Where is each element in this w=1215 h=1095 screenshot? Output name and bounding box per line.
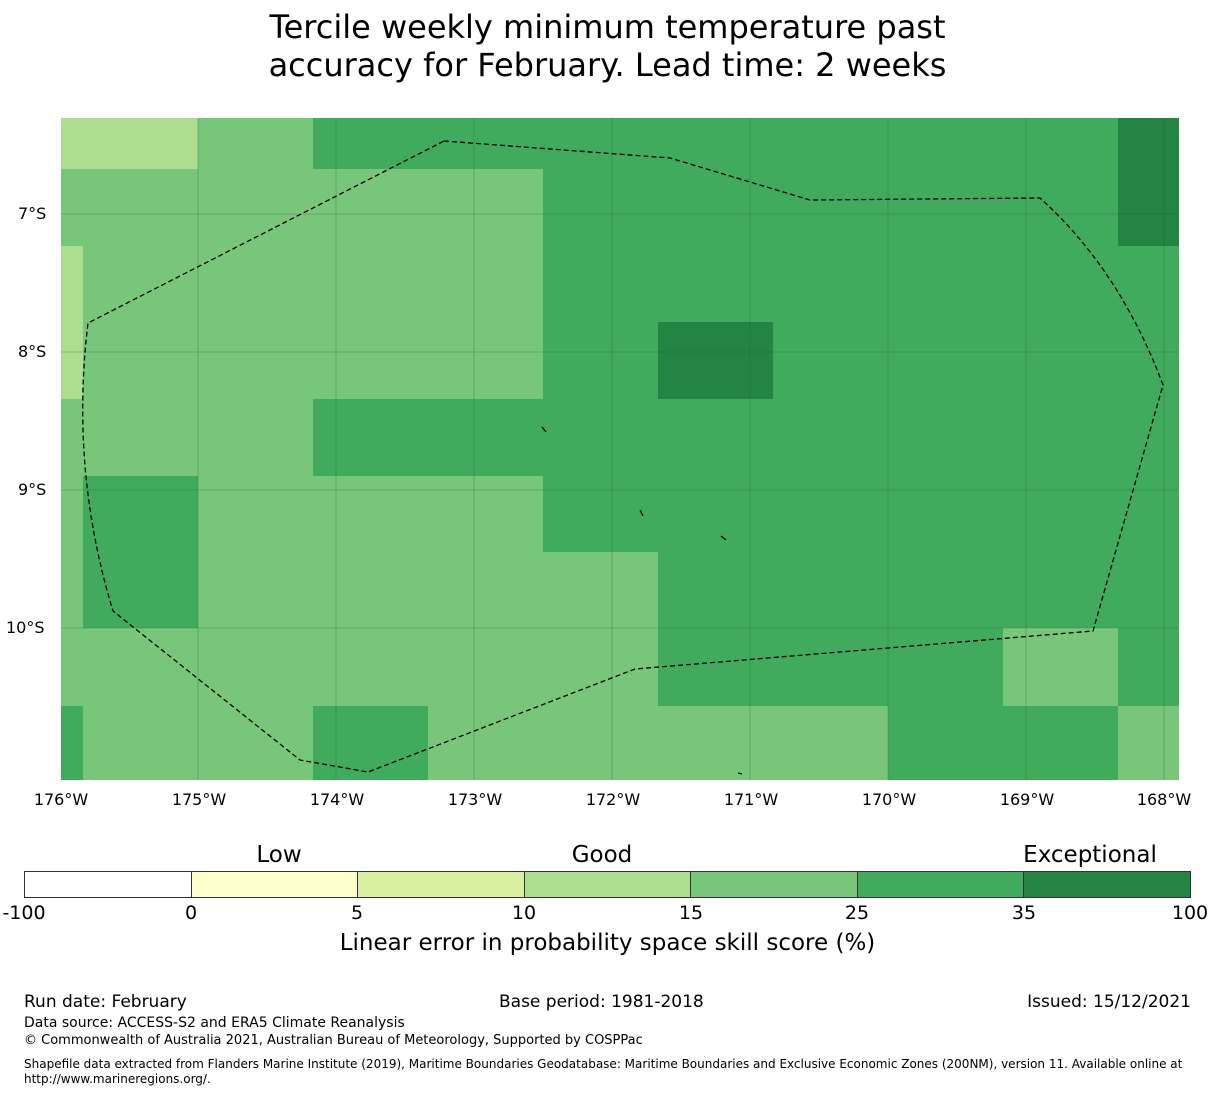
- colorbar-tick: 25: [844, 902, 870, 924]
- grid-cell: [543, 169, 1179, 552]
- lat-label: 8°S: [18, 342, 47, 361]
- category-low-label: Low: [256, 842, 302, 868]
- colorbar-segment: [191, 872, 359, 897]
- lon-label: 175°W: [171, 790, 227, 809]
- issued-date: Issued: 15/12/2021: [1027, 992, 1191, 1012]
- colorbar-tick: 15: [678, 902, 704, 924]
- category-good-label: Good: [571, 842, 633, 868]
- lon-label: 171°W: [723, 790, 779, 809]
- lat-label: 7°S: [18, 204, 47, 223]
- island-atafu: [541, 426, 547, 433]
- grid-cell: [61, 706, 83, 780]
- title-line-1: Tercile weekly minimum temperature past: [269, 8, 946, 46]
- colorbar-tick: 5: [350, 902, 364, 924]
- lat-label: 9°S: [18, 480, 47, 499]
- grid-cell: [313, 706, 428, 780]
- islands: [541, 426, 743, 775]
- base-period: Base period: 1981-2018: [499, 992, 704, 1012]
- colorbar-tick: 0: [184, 902, 198, 924]
- run-date: Run date: February: [24, 992, 187, 1012]
- lon-label: 176°W: [33, 790, 89, 809]
- grid-cell: [1118, 552, 1179, 706]
- grid-cell: [313, 118, 1118, 169]
- copyright: © Commonwealth of Australia 2021, Austra…: [24, 1033, 643, 1048]
- colorbar-tick: -100: [2, 902, 46, 924]
- grid-cell: [888, 706, 1118, 780]
- colorbar-title: Linear error in probability space skill …: [339, 930, 876, 956]
- lon-label: 168°W: [1136, 790, 1192, 809]
- graticule: [61, 118, 1179, 780]
- lon-label: 174°W: [309, 790, 365, 809]
- grid-cell: [313, 399, 543, 476]
- skill-grid: [61, 118, 1179, 780]
- colorbar-segment: [524, 872, 692, 897]
- grid-cell: [83, 476, 198, 628]
- colorbar-tick: 35: [1011, 902, 1037, 924]
- title-line-2: accuracy for February. Lead time: 2 week…: [268, 46, 947, 84]
- island-swains: [737, 772, 743, 775]
- lon-label: 172°W: [585, 790, 641, 809]
- colorbar-segment: [857, 872, 1025, 897]
- colorbar-segment: [25, 872, 192, 897]
- colorbar-segment: [1024, 872, 1191, 897]
- colorbar-segment: [691, 872, 858, 897]
- category-exceptional-label: Exceptional: [1023, 842, 1157, 868]
- island-nukunonu: [639, 509, 644, 517]
- lon-label: 170°W: [861, 790, 917, 809]
- grid-cell: [658, 322, 773, 399]
- colorbar-segment: [358, 872, 525, 897]
- shapefile-credit: Shapefile data extracted from Flanders M…: [24, 1057, 1183, 1086]
- colorbar-tick: 10: [511, 902, 537, 924]
- grid-cell: [1118, 706, 1179, 780]
- island-fakaofo: [720, 535, 727, 541]
- map-title: Tercile weekly minimum temperature past …: [0, 8, 1215, 84]
- data-source: Data source: ACCESS-S2 and ERA5 Climate …: [24, 1015, 405, 1031]
- skill-map: [61, 118, 1179, 780]
- lat-label: 10°S: [6, 618, 45, 637]
- grid-cell: [1118, 118, 1179, 246]
- colorbar: [24, 871, 1191, 898]
- grid-cell: [1003, 628, 1118, 706]
- grid-cell: [61, 246, 83, 399]
- lon-label: 173°W: [447, 790, 503, 809]
- grid-cell: [61, 118, 198, 169]
- colorbar-tick: 100: [1171, 902, 1209, 924]
- lon-label: 169°W: [999, 790, 1055, 809]
